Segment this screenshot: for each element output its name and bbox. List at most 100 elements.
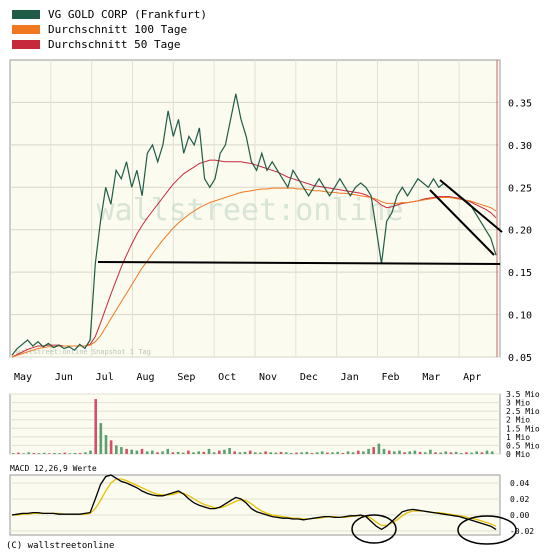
legend-item-ma100: Durchschnitt 100 Tage xyxy=(12,22,187,36)
volume-bar xyxy=(377,443,381,454)
legend-label-ma100: Durchschnitt 100 Tage xyxy=(48,22,188,36)
volume-bar xyxy=(32,453,36,454)
macd-label: MACD 12,26,9 Werte xyxy=(10,464,97,473)
volume-bar xyxy=(53,453,56,454)
volume-bar xyxy=(480,452,484,454)
price-y-tick-label: 0.30 xyxy=(508,141,532,152)
volume-bar xyxy=(78,453,82,454)
x-tick-label: Jan xyxy=(341,372,359,383)
volume-bar xyxy=(449,452,453,454)
x-tick-label: Apr xyxy=(463,372,481,383)
volume-bar xyxy=(490,451,494,454)
price-y-tick-label: 0.10 xyxy=(508,311,532,322)
series-line-ma100 xyxy=(11,187,497,358)
price-y-tick-label: 0.20 xyxy=(508,226,532,237)
volume-bar xyxy=(218,450,221,454)
volume-bar xyxy=(197,451,200,454)
volume-bar xyxy=(475,451,478,454)
volume-bar xyxy=(408,451,412,454)
volume-bar xyxy=(48,453,51,454)
volume-bar xyxy=(84,452,87,454)
volume-bar xyxy=(290,453,293,454)
channel-upper-line xyxy=(439,179,503,233)
volume-bar xyxy=(434,452,437,454)
volume-bar xyxy=(444,451,448,454)
volume-bar xyxy=(454,451,458,454)
volume-bar xyxy=(37,453,41,454)
volume-y-tick-label: 3 Mio xyxy=(506,399,530,408)
legend-swatch-price xyxy=(12,9,40,19)
volume-bar xyxy=(156,452,159,454)
channel-lower-line xyxy=(429,189,495,256)
x-tick-label: Mar xyxy=(422,372,440,383)
volume-bar xyxy=(274,452,278,454)
volume-bar xyxy=(336,451,339,454)
volume-bar xyxy=(279,451,283,454)
volume-bar xyxy=(362,451,365,454)
price-y-tick-label: 0.15 xyxy=(508,268,532,279)
macd-line-macd xyxy=(11,474,497,531)
price-y-tick-label: 0.35 xyxy=(508,98,532,109)
volume-bar xyxy=(151,450,154,454)
legend-label-price: VG GOLD CORP (Frankfurt) xyxy=(48,7,207,21)
macd-y-tick-label: 0.04 xyxy=(510,479,529,488)
volume-bar xyxy=(63,452,67,454)
volume-bar xyxy=(228,448,231,454)
macd-circle-right xyxy=(457,515,517,545)
volume-bar xyxy=(130,449,133,454)
volume-bar xyxy=(310,453,314,454)
volume-bar xyxy=(135,450,139,454)
volume-bar xyxy=(120,447,123,454)
volume-bar xyxy=(17,452,20,454)
x-tick-label: Nov xyxy=(259,372,277,383)
price-grid xyxy=(10,60,500,358)
x-tick-label: Feb xyxy=(382,372,400,383)
volume-y-tick-label: 2 Mio xyxy=(506,416,530,425)
volume-bar xyxy=(320,451,324,454)
volume-bar xyxy=(418,451,422,454)
copyright: (C) wallstreetonline xyxy=(6,541,115,551)
mini-watermark: wallstreet:online Snapshot 1 Tag xyxy=(16,348,151,356)
volume-bar xyxy=(109,440,113,454)
volume-bar xyxy=(192,452,195,454)
price-lines xyxy=(11,93,497,358)
legend-item-ma50: Durchschnitt 50 Tage xyxy=(12,37,180,51)
volume-bar xyxy=(429,449,432,454)
volume-bar xyxy=(398,450,401,454)
volume-y-tick-label: 0 Mio xyxy=(506,450,530,459)
support-line xyxy=(97,261,501,265)
volume-bar xyxy=(269,452,272,454)
volume-bar xyxy=(460,453,463,454)
volume-bar xyxy=(125,448,128,454)
watermark: wallstreet:online xyxy=(96,193,403,228)
volume-bar xyxy=(387,450,391,454)
x-tick-label: Jun xyxy=(55,372,73,383)
volume-bar xyxy=(94,399,97,454)
volume-bar xyxy=(187,450,190,454)
volume-bar xyxy=(382,448,386,454)
macd-y-tick-label: -0.02 xyxy=(510,527,534,536)
volume-bar xyxy=(264,451,267,454)
volume-bar xyxy=(341,453,345,454)
volume-bar xyxy=(68,453,72,454)
volume-bar xyxy=(223,449,226,454)
volume-bar xyxy=(331,452,334,454)
volume-bar xyxy=(403,452,406,454)
volume-bar xyxy=(99,423,103,454)
price-x-axis: May Jun Jul Aug Sep Oct Nov Dec Jan Feb Mar Apr xyxy=(14,372,481,383)
volume-bar xyxy=(357,450,360,454)
volume-bar xyxy=(372,447,375,454)
volume-y-tick-label: 1 Mio xyxy=(506,433,530,442)
volume-bar xyxy=(465,452,468,454)
volume-y-tick-label: 3.5 Mio xyxy=(506,390,540,399)
price-y-tick-label: 0.25 xyxy=(508,183,532,194)
volume-bar xyxy=(171,452,175,454)
volume-bar xyxy=(295,452,298,454)
volume-bar xyxy=(259,452,262,454)
volume-bar xyxy=(73,453,77,454)
volume-bar xyxy=(42,452,46,454)
macd-y-tick-label: 0.00 xyxy=(510,511,529,520)
annotations xyxy=(97,179,517,545)
